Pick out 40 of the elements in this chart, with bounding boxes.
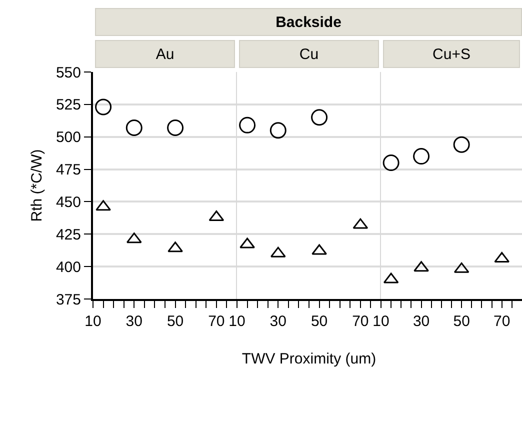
point [453,136,470,153]
point [312,244,327,255]
x-tick-label: 10 [84,313,102,330]
point [414,261,429,272]
point [413,148,430,165]
x-axis-title: TWV Proximity (um) [242,350,376,368]
chart-title: Cu [239,40,379,68]
x-tick-label: 30 [412,313,430,330]
x-tick-label: 70 [494,313,510,330]
y-tick-label: 400 [56,258,81,276]
x-tick-label: 10 [372,313,390,330]
point [240,238,255,248]
y-tick-label: 450 [56,194,81,211]
x-tick-label: 10 [228,313,246,330]
y-tick-label: 375 [56,291,81,308]
point [311,109,328,126]
x-tick-label: 30 [126,313,142,330]
y-axis-title: Rth (*C/W) [28,149,46,222]
point [168,242,183,252]
point [95,98,112,116]
x-tick-label: 30 [270,313,286,330]
chart-title: Cu+S [383,40,520,68]
point [96,200,111,211]
chart-title: Au [95,40,235,68]
y-tick-label: 425 [56,226,81,244]
x-tick-label: 50 [166,313,184,330]
y-tick-label: 550 [56,64,81,82]
point [382,154,400,172]
point [167,120,184,136]
x-tick-label: 50 [453,313,470,330]
y-tick-label: 475 [56,162,81,179]
text: Backside [95,8,522,36]
point [126,120,142,136]
point [239,116,256,134]
y-tick-label: 500 [56,129,81,146]
x-tick-label: 70 [208,313,225,330]
x-tick-label: 50 [310,313,328,330]
y-tick-label: 525 [56,96,81,114]
x-tick-label: 70 [352,313,369,330]
point [270,122,286,139]
